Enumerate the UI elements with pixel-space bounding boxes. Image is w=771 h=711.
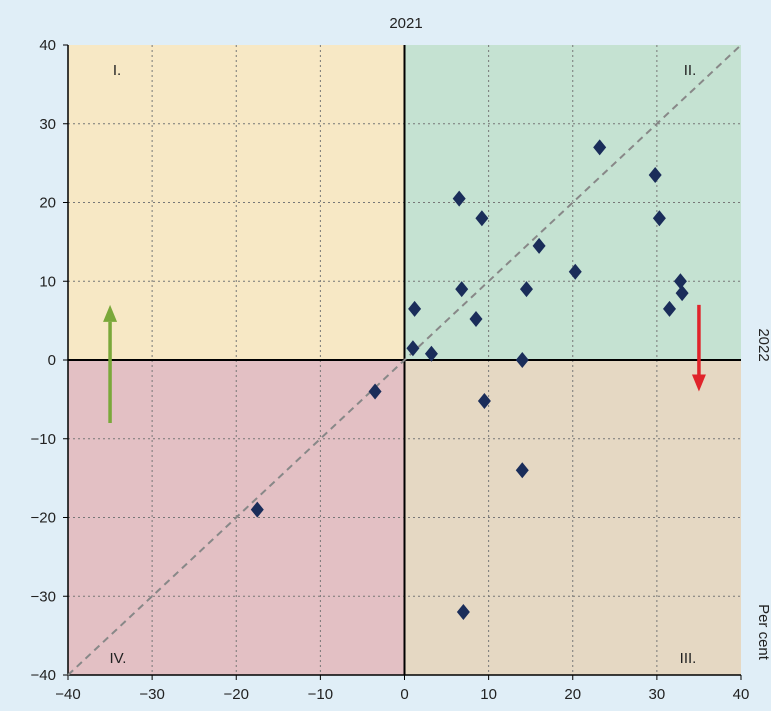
y-tick-label: 20 [39, 195, 56, 212]
y-tick-label: 40 [39, 37, 56, 54]
chart-title: 2021 [389, 15, 422, 32]
y-tick-label: −10 [31, 431, 56, 448]
data-points [250, 139, 689, 620]
data-point [662, 300, 676, 317]
x-tick-label: 0 [400, 686, 408, 703]
data-point [568, 263, 582, 280]
data-point [519, 281, 533, 298]
quadrant-labels: I. II. III. IV. [110, 62, 697, 667]
quadrant-label-bottom-right: III. [680, 650, 697, 667]
data-point [477, 392, 491, 409]
up-arrow-head [103, 304, 118, 322]
quadrant-label-bottom-left: IV. [110, 650, 127, 667]
y-tick-label: −20 [31, 510, 56, 527]
data-point [250, 501, 264, 518]
diagonal-line [67, 44, 742, 676]
quadrant-label-top-left: I. [113, 62, 121, 79]
data-point [452, 190, 466, 207]
x-tick-label: −30 [139, 686, 164, 703]
data-point [515, 462, 529, 479]
data-point [648, 166, 662, 183]
data-point [408, 300, 422, 317]
tick-labels: −40 −30 −20 −10 0 10 20 30 40 −40 −30 −20 −10 0 10 20 30… [31, 37, 750, 703]
data-point [515, 352, 529, 368]
data-point [406, 340, 420, 357]
data-point [475, 210, 489, 227]
data-point [424, 345, 438, 362]
x-tick-label: −10 [308, 686, 333, 703]
x-tick-label: −40 [55, 686, 80, 703]
x-tick-label: −20 [224, 686, 249, 703]
data-point [673, 273, 687, 290]
data-point [652, 210, 666, 227]
y-tick-label: −40 [31, 667, 56, 684]
y-tick-label: 30 [39, 116, 56, 133]
x-tick-label: 30 [649, 686, 666, 703]
right-axis-label: 2022 [755, 328, 771, 361]
y-tick-label: −30 [31, 588, 56, 605]
y-tick-label: 0 [48, 352, 56, 369]
arrows [103, 304, 706, 423]
down-arrow-head [691, 374, 706, 392]
y-tick-label: 10 [39, 273, 56, 290]
data-point [469, 311, 483, 328]
data-point [532, 237, 546, 254]
data-point [675, 285, 689, 302]
x-tick-label: 10 [480, 686, 497, 703]
diagonal-reference [67, 44, 742, 676]
data-point [593, 139, 607, 156]
data-point [368, 383, 382, 400]
x-tick-label: 40 [733, 686, 750, 703]
x-tick-label: 20 [564, 686, 581, 703]
data-point [455, 281, 469, 298]
data-point [456, 604, 470, 620]
unit-label: Per cent [755, 604, 771, 661]
quadrant-label-top-right: II. [684, 62, 697, 79]
